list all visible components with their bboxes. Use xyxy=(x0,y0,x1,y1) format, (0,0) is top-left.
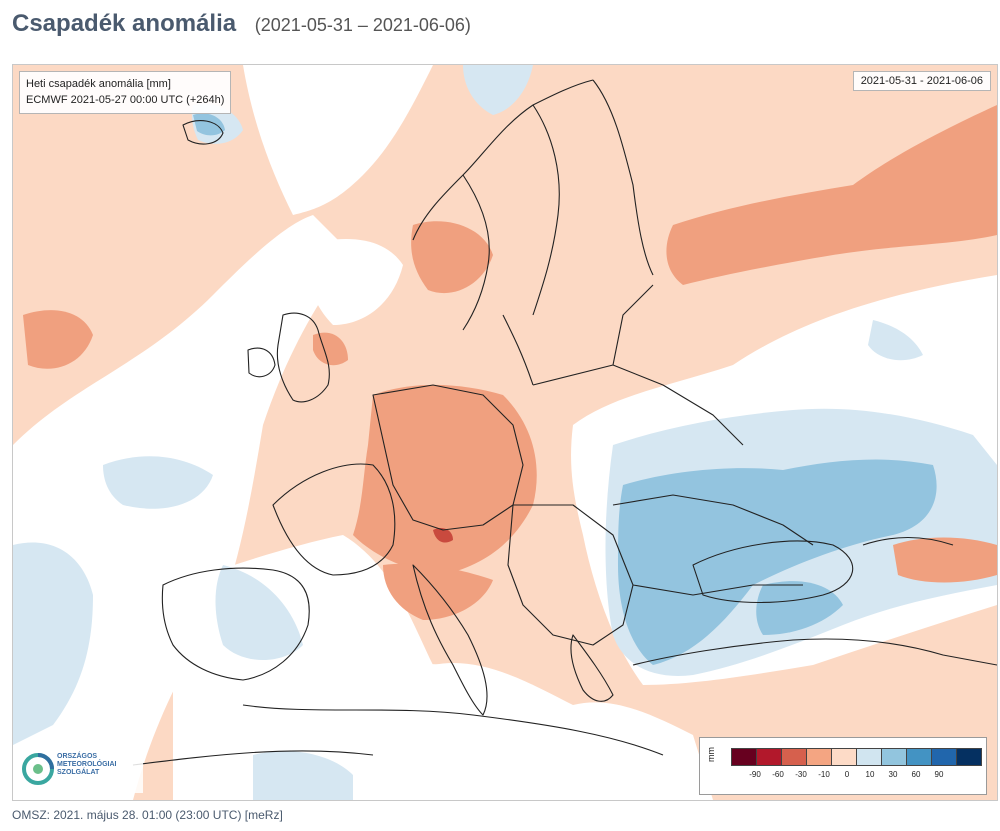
map-info-title: Heti csapadék anomália [mm] xyxy=(26,78,171,90)
legend-unit: mm xyxy=(706,747,716,762)
legend-swatch xyxy=(881,748,907,766)
omsz-logo[interactable]: ORSZÁGOS METEOROLÓGIAI SZOLGÁLAT xyxy=(19,745,143,793)
logo-line-1: ORSZÁGOS xyxy=(57,753,98,760)
legend-tick: 60 xyxy=(911,770,921,779)
legend-swatch xyxy=(906,748,932,766)
legend-swatch xyxy=(756,748,782,766)
legend-swatch xyxy=(856,748,882,766)
page-title: Csapadék anomália (2021-05-31 – 2021-06-… xyxy=(12,10,471,38)
logo-line-2: METEOROLÓGIAI xyxy=(57,761,117,768)
legend-tick: -10 xyxy=(818,770,830,779)
legend-tick: 0 xyxy=(844,770,850,779)
page-date-range: (2021-05-31 – 2021-06-06) xyxy=(254,15,471,35)
page-title-text: Csapadék anomália xyxy=(12,10,237,37)
omsz-logo-icon xyxy=(22,753,54,785)
anomaly-map[interactable]: Heti csapadék anomália [mm] ECMWF 2021-0… xyxy=(12,64,998,801)
legend-tick: -60 xyxy=(772,770,784,779)
map-info-model: ECMWF 2021-05-27 00:00 UTC (+264h) xyxy=(26,94,225,106)
legend-tick: -90 xyxy=(749,770,761,779)
legend-tick: 30 xyxy=(888,770,898,779)
omsz-logo-text: ORSZÁGOS METEOROLÓGIAI SZOLGÁLAT xyxy=(57,753,117,777)
legend-swatch xyxy=(806,748,832,766)
color-legend: mm -90 -60 -30 -10 0 10 30 60 90 xyxy=(699,737,987,795)
legend-tick: 10 xyxy=(865,770,875,779)
legend-swatch xyxy=(931,748,957,766)
legend-color-bar xyxy=(731,748,982,766)
legend-tick: 90 xyxy=(934,770,944,779)
legend-tick: -30 xyxy=(795,770,807,779)
map-date-box: 2021-05-31 - 2021-06-06 xyxy=(852,71,991,91)
legend-ticks: -90 -60 -30 -10 0 10 30 60 90 xyxy=(732,770,972,784)
map-info-box: Heti csapadék anomália [mm] ECMWF 2021-0… xyxy=(19,71,232,114)
map-canvas xyxy=(13,65,997,800)
logo-line-3: SZOLGÁLAT xyxy=(57,769,100,776)
legend-swatch xyxy=(781,748,807,766)
footer-credit: OMSZ: 2021. május 28. 01:00 (23:00 UTC) … xyxy=(12,808,283,822)
legend-swatch xyxy=(731,748,757,766)
legend-swatch xyxy=(956,748,982,766)
legend-swatch xyxy=(831,748,857,766)
